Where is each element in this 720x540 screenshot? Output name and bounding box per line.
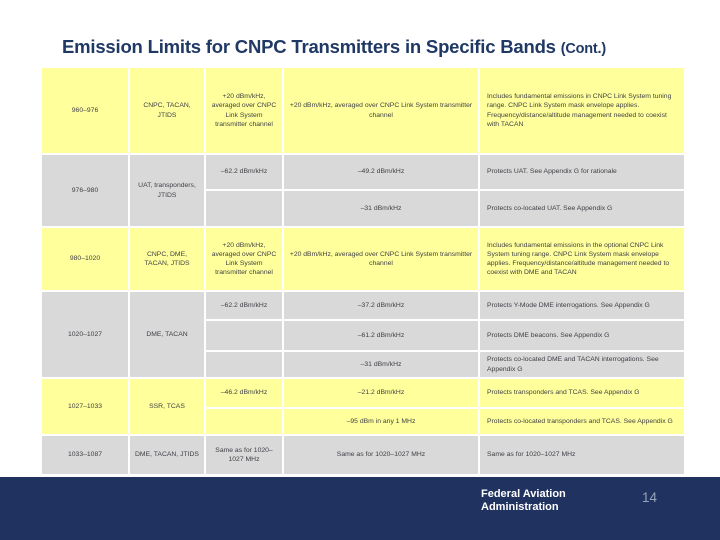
band-cell: 960–976: [42, 68, 128, 153]
emission-limits-table: 960–976 CNPC, TACAN, JTIDS +20 dBm/kHz, av…: [42, 68, 684, 476]
limit-cell-1: –62.2 dBm/kHz: [206, 155, 282, 189]
page-number: 14: [642, 490, 658, 505]
band-cell: 1033–1087: [42, 436, 128, 474]
band-cell: 980–1020: [42, 228, 128, 290]
notes-cell: Protects UAT. See Appendix G for rationa…: [480, 155, 684, 189]
limit-cell-1: [206, 191, 282, 226]
limit-cell-1: –46.2 dBm/kHz: [206, 379, 282, 407]
table-row: 1027–1033 SSR, TCAS –46.2 dBm/kHz –21.2 dBm…: [42, 379, 684, 434]
band-cell: 1027–1033: [42, 379, 128, 434]
table-row: 976–980 UAT, transponders, JTIDS –62.2 dBm…: [42, 155, 684, 226]
limit-cell-1: +20 dBm/kHz, averaged over CNPC Link Sys…: [206, 68, 282, 153]
notes-cell: Protects co-located UAT. See Appendix G: [480, 191, 684, 226]
table-row: 1033–1087 DME, TACAN, JTIDS Same as for 10…: [42, 436, 684, 474]
band-cell: 1020–1027: [42, 292, 128, 377]
limit-cell-2: –37.2 dBm/kHz: [284, 292, 478, 319]
table-row: 960–976 CNPC, TACAN, JTIDS +20 dBm/kHz, av…: [42, 68, 684, 153]
limit-cell-1: [206, 409, 282, 434]
limit-cell-2: –61.2 dBm/kHz: [284, 321, 478, 350]
band-cell: 976–980: [42, 155, 128, 226]
slide-title: Emission Limits for CNPC Transmitters in…: [62, 36, 702, 58]
limit-cell-2: +20 dBm/kHz, averaged over CNPC Link Sys…: [284, 228, 478, 290]
limit-cell-2: Same as for 1020–1027 MHz: [284, 436, 478, 474]
notes-cell: Protects co-located DME and TACAN interr…: [480, 352, 684, 377]
limit-cell-2: –21.2 dBm/kHz: [284, 379, 478, 407]
faa-wordmark-line2: Administration: [481, 500, 559, 513]
limit-cell-2: +20 dBm/kHz, averaged over CNPC Link Sys…: [284, 68, 478, 153]
systems-cell: CNPC, DME, TACAN, JTIDS: [130, 228, 204, 290]
systems-cell: SSR, TCAS: [130, 379, 204, 434]
systems-cell: DME, TACAN: [130, 292, 204, 377]
slide-title-cont: (Cont.): [560, 41, 607, 57]
systems-cell: CNPC, TACAN, JTIDS: [130, 68, 204, 153]
notes-cell: Includes fundamental emissions in the op…: [480, 228, 684, 290]
limit-cell-1: –62.2 dBm/kHz: [206, 292, 282, 319]
systems-cell: UAT, transponders, JTIDS: [130, 155, 204, 226]
faa-wordmark: Federal Aviation Administration: [481, 488, 566, 514]
slide-title-main: Emission Limits for CNPC Transmitters in…: [62, 36, 561, 57]
notes-cell: Same as for 1020–1027 MHz: [480, 436, 684, 474]
table-row: 980–1020 CNPC, DME, TACAN, JTIDS +20 dBm/k…: [42, 228, 684, 290]
notes-cell: Protects DME beacons. See Appendix G: [480, 321, 684, 350]
notes-cell: Protects Y-Mode DME interrogations. See …: [480, 292, 684, 319]
table-row: 1020–1027 DME, TACAN –62.2 dBm/kHz –37.2 dB…: [42, 292, 684, 377]
limit-cell-1: Same as for 1020–1027 MHz: [206, 436, 282, 474]
limit-cell-1: [206, 321, 282, 350]
notes-cell: Protects co-located transponders and TCA…: [480, 409, 684, 434]
footer-bar: Federal Aviation Administration 14: [0, 477, 720, 540]
limit-cell-2: –95 dBm in any 1 MHz: [284, 409, 478, 434]
limit-cell-1: [206, 352, 282, 377]
notes-cell: Includes fundamental emissions in CNPC L…: [480, 68, 684, 153]
faa-wordmark-line1: Federal Aviation: [481, 488, 566, 500]
limit-cell-2: –31 dBm/kHz: [284, 352, 478, 377]
limit-cell-2: –49.2 dBm/kHz: [284, 155, 478, 189]
systems-cell: DME, TACAN, JTIDS: [130, 436, 204, 474]
limit-cell-2: –31 dBm/kHz: [284, 191, 478, 226]
notes-cell: Protects transponders and TCAS. See Appe…: [480, 379, 684, 407]
limit-cell-1: +20 dBm/kHz, averaged over CNPC Link Sys…: [206, 228, 282, 290]
